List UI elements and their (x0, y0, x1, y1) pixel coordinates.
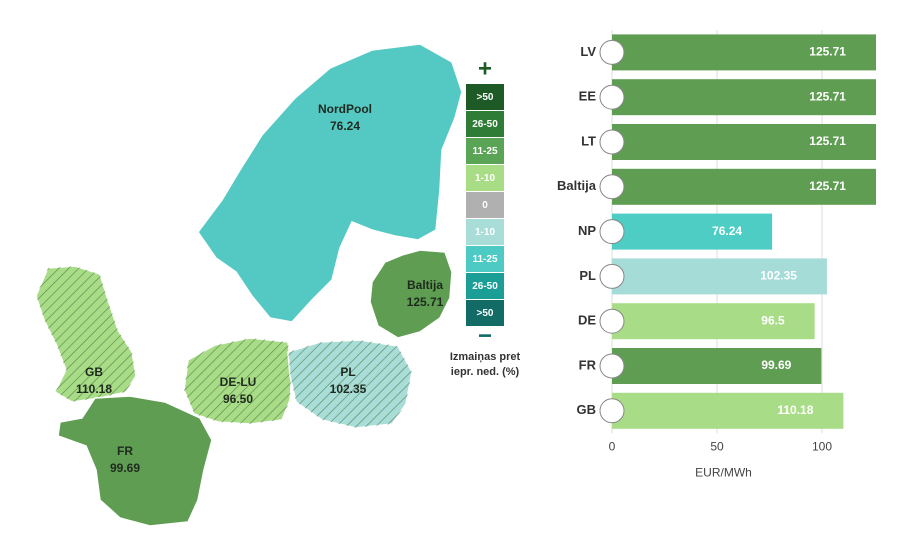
category-label: NP (578, 223, 596, 238)
region-name: NordPool (318, 102, 372, 116)
region-value: 76.24 (330, 119, 360, 133)
legend-label: >50 (477, 92, 494, 103)
legend-label: >50 (477, 308, 494, 319)
flag (599, 263, 625, 289)
category-label: LT (581, 133, 596, 148)
region-value: 96.50 (223, 392, 253, 406)
map-region (57, 395, 213, 527)
bar-value: 125.71 (809, 89, 846, 103)
flag (599, 129, 625, 155)
legend-label: 11-25 (472, 254, 497, 265)
bar (612, 168, 876, 205)
bar (612, 392, 844, 429)
bar (612, 34, 876, 71)
legend-swatch (466, 219, 504, 245)
bar-value: 125.71 (809, 179, 846, 193)
legend: + >50 26-50 11-25 1-10 0 1-10 11-25 26-50 >50 − Izm… (450, 55, 521, 378)
legend-swatch (466, 300, 504, 326)
flag (599, 308, 625, 334)
region-name: FR (117, 444, 133, 458)
category-label: LV (580, 44, 596, 59)
legend-label: 11-25 (472, 146, 497, 157)
region-value: 110.18 (76, 382, 112, 396)
map-hatch (184, 338, 292, 424)
map-region (197, 43, 463, 323)
region-value: 102.35 (330, 382, 367, 396)
legend-minus: − (478, 322, 492, 349)
flag (599, 398, 625, 424)
map-hatch (288, 340, 412, 428)
category-label: GB (577, 402, 597, 417)
bar-value: 110.18 (777, 403, 813, 417)
legend-caption: Izmaiņas pret (450, 351, 521, 363)
region-name: DE-LU (220, 375, 257, 389)
bar-value: 125.71 (809, 134, 846, 148)
bar-value: 125.71 (809, 45, 846, 59)
legend-label: 26-50 (472, 281, 498, 292)
legend-swatch (466, 246, 504, 272)
category-label: EE (579, 89, 597, 104)
legend-plus: + (478, 55, 492, 82)
category-label: FR (579, 357, 597, 372)
bar (612, 258, 827, 295)
legend-label: 26-50 (472, 119, 498, 130)
legend-swatch (466, 111, 504, 137)
legend-swatch (466, 165, 504, 191)
x-tick-label: 50 (710, 439, 724, 453)
region-value: 99.69 (110, 461, 140, 475)
map: NordPool 76.24 Baltija 125.71 GB 110.18 DE-LU 9… (35, 43, 463, 527)
legend-label: 1-10 (475, 227, 495, 238)
x-tick-label: 100 (812, 439, 832, 453)
bar (612, 124, 876, 160)
bar (612, 348, 822, 384)
region-name: PL (340, 365, 355, 379)
flag (599, 353, 625, 379)
flag (599, 39, 625, 65)
bar-value: 102.35 (760, 269, 797, 283)
category-label: Baltija (557, 178, 597, 193)
region-value: 125.71 (407, 295, 444, 309)
legend-swatch (466, 138, 504, 164)
region-name: GB (85, 365, 103, 379)
bar-value: 76.24 (712, 224, 742, 238)
flag (599, 219, 625, 245)
bar (612, 303, 815, 340)
legend-label: 0 (482, 200, 488, 211)
region-name: Baltija (407, 278, 443, 292)
bar (612, 213, 773, 250)
bar (612, 79, 876, 116)
bar-value: 96.5 (761, 313, 785, 327)
map-hatch (36, 266, 136, 402)
flag (599, 174, 625, 200)
map-region (369, 249, 453, 339)
x-axis-label: EUR/MWh (695, 465, 752, 479)
legend-swatch (466, 84, 504, 110)
bar-chart: 0 50 100 EUR/MWh 125.71 LV 125.71 EE 125.71 LT 125… (557, 30, 876, 479)
bar-value: 99.69 (761, 358, 791, 372)
category-label: DE (578, 313, 596, 328)
legend-caption: iepr. ned. (%) (451, 366, 520, 378)
category-label: PL (579, 268, 596, 283)
legend-swatch (466, 192, 504, 218)
legend-swatch (466, 273, 504, 299)
flag (599, 84, 625, 110)
x-tick-label: 0 (609, 439, 616, 453)
legend-label: 1-10 (475, 173, 495, 184)
